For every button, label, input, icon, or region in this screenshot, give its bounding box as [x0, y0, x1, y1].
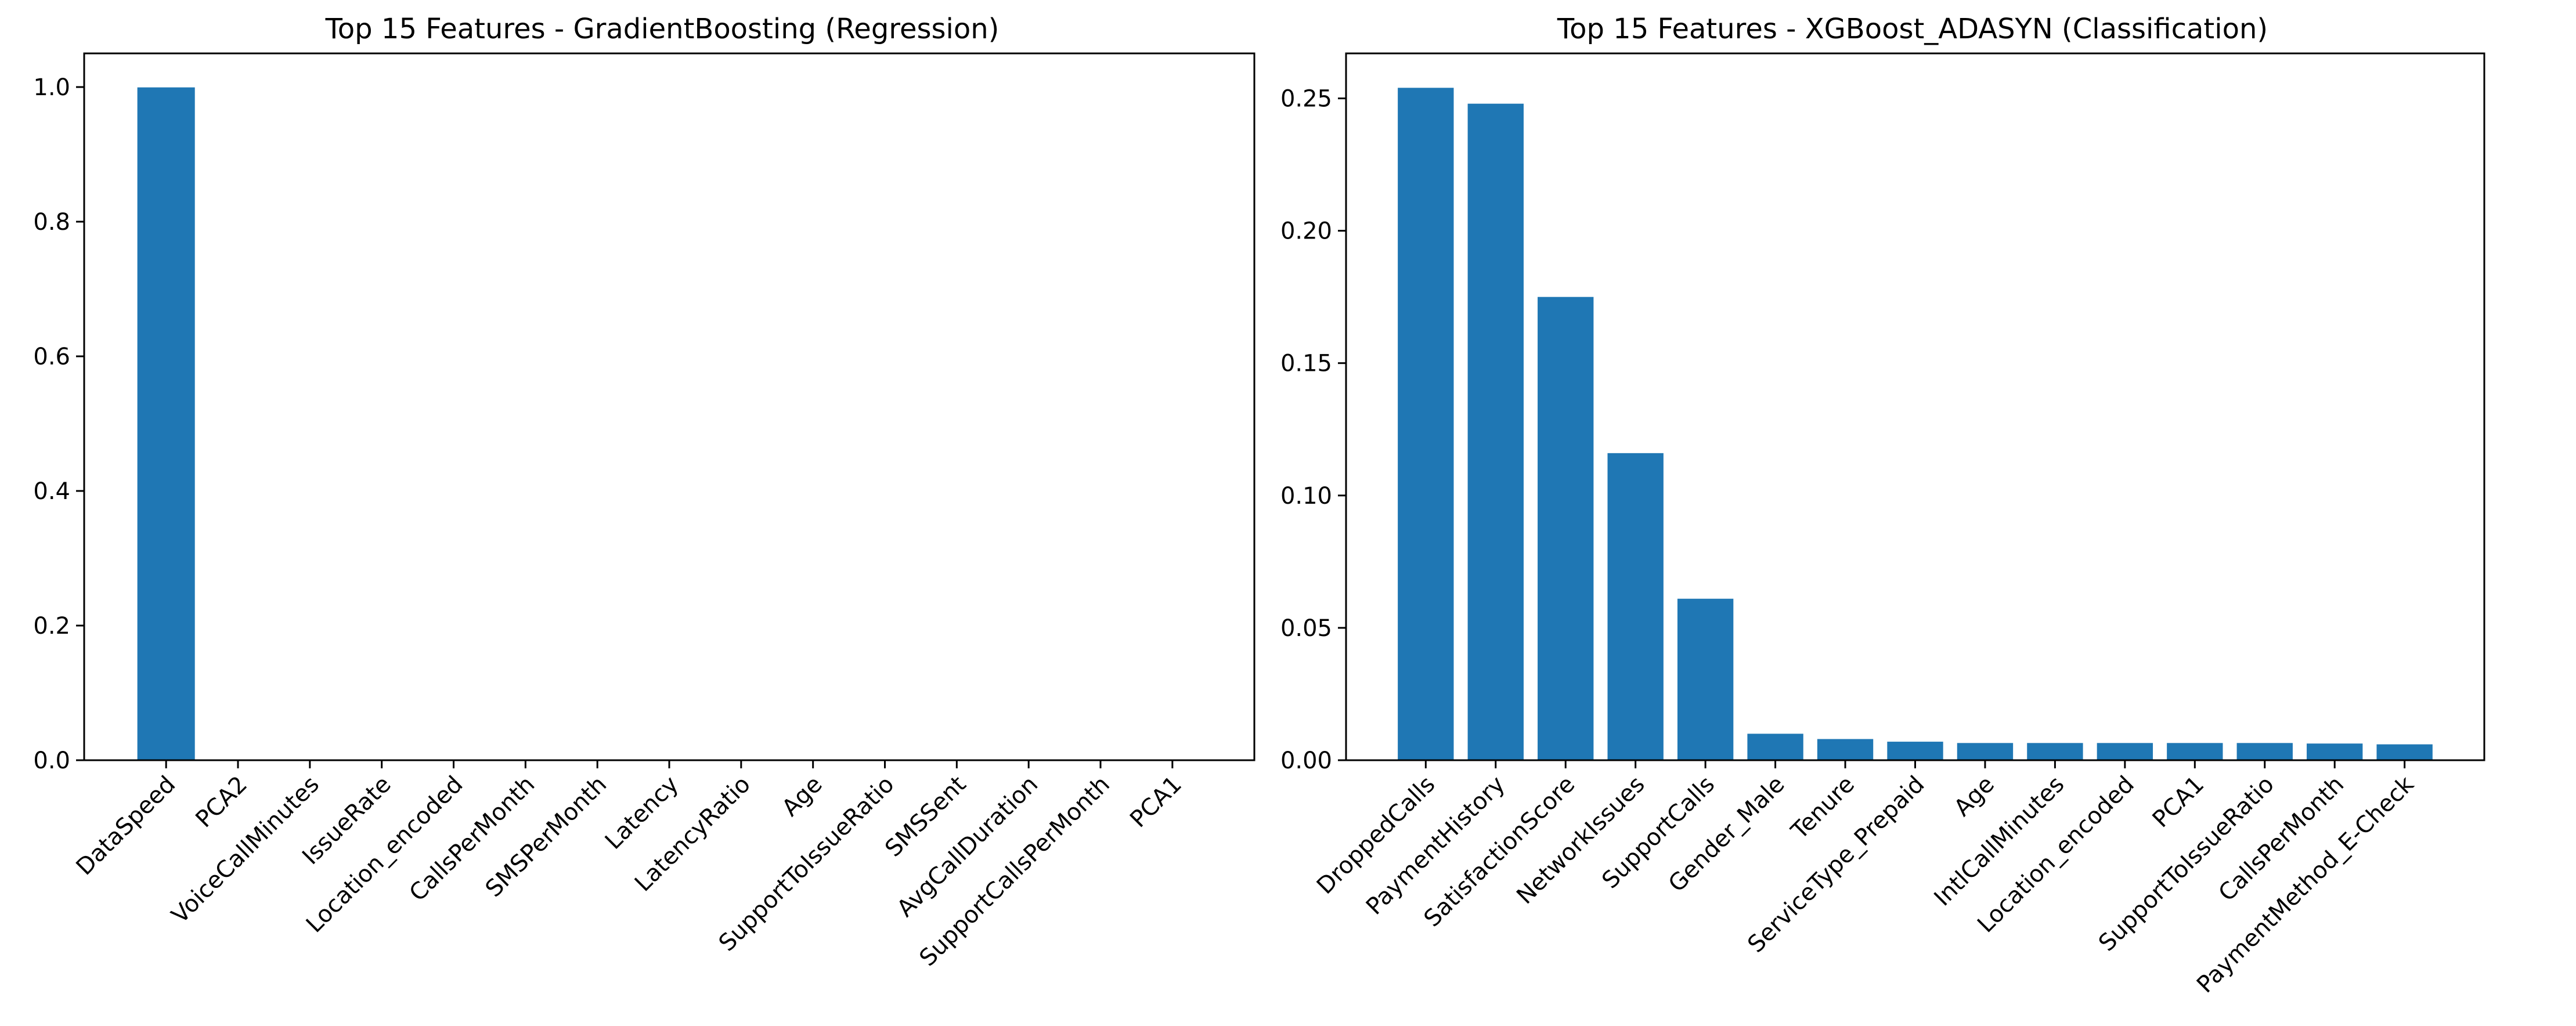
y-tick-label: 0.25 — [1280, 86, 1332, 113]
y-tick-label: 0.2 — [33, 613, 70, 640]
bar-satisfactionscore — [1538, 297, 1594, 760]
y-tick-label: 0.0 — [33, 747, 70, 774]
bar-supportcalls — [1677, 598, 1734, 760]
bar-tenure — [1817, 739, 1874, 760]
x-tick-label: NetworkIssues — [1511, 771, 1650, 910]
bar-gender-male — [1747, 734, 1803, 760]
bar-paymenthistory — [1467, 103, 1524, 760]
bar-droppedcalls — [1398, 88, 1454, 761]
y-tick-label: 0.8 — [33, 209, 70, 236]
x-tick-label: PCA1 — [1125, 771, 1187, 833]
chart-gradientboosting: Top 15 Features - GradientBoosting (Regr… — [33, 13, 1255, 971]
bar-location-encoded — [2097, 743, 2153, 760]
y-tick-label: 0.10 — [1280, 483, 1332, 510]
bar-callspermonth — [2307, 743, 2363, 760]
x-tick-label: CallsPerMonth — [2214, 771, 2350, 907]
y-tick-label: 1.0 — [33, 74, 70, 101]
bar-servicetype-prepaid — [1887, 742, 1943, 760]
bar-pca1 — [2167, 743, 2223, 760]
x-tick-label: PCA2 — [190, 771, 252, 833]
bar-age — [1957, 743, 2014, 760]
bar-paymentmethod-e-check — [2376, 744, 2433, 760]
x-tick-label: Age — [777, 771, 827, 822]
x-tick-label: PCA1 — [2148, 771, 2210, 833]
plot-frame — [83, 52, 1255, 761]
x-tick-label: DroppedCalls — [1312, 771, 1440, 899]
y-tick-label: 0.00 — [1280, 747, 1332, 774]
chart-xgboost-adasyn: Top 15 Features - XGBoost_ADASYN (Classi… — [1280, 13, 2485, 998]
x-tick-label: DataSpeed — [71, 771, 181, 881]
chart-title: Top 15 Features - XGBoost_ADASYN (Classi… — [1557, 13, 2268, 45]
y-tick-label: 0.20 — [1280, 218, 1332, 245]
y-tick-label: 0.6 — [33, 344, 70, 370]
y-tick-label: 0.4 — [33, 478, 70, 505]
bar-networkissues — [1607, 453, 1664, 760]
bar-dataspeed — [137, 87, 195, 761]
x-tick-label: CallsPerMonth — [405, 771, 540, 907]
chart-title: Top 15 Features - GradientBoosting (Regr… — [325, 13, 1000, 45]
y-tick-label: 0.05 — [1280, 615, 1332, 642]
bar-supporttoissueratio — [2236, 743, 2293, 760]
x-tick-label: IntlCallMinutes — [1929, 771, 2070, 912]
x-tick-label: SMSPerMonth — [481, 771, 612, 903]
y-tick-label: 0.15 — [1280, 351, 1332, 377]
bar-intlcallminutes — [2027, 743, 2083, 760]
x-tick-label: Age — [1949, 771, 2000, 822]
